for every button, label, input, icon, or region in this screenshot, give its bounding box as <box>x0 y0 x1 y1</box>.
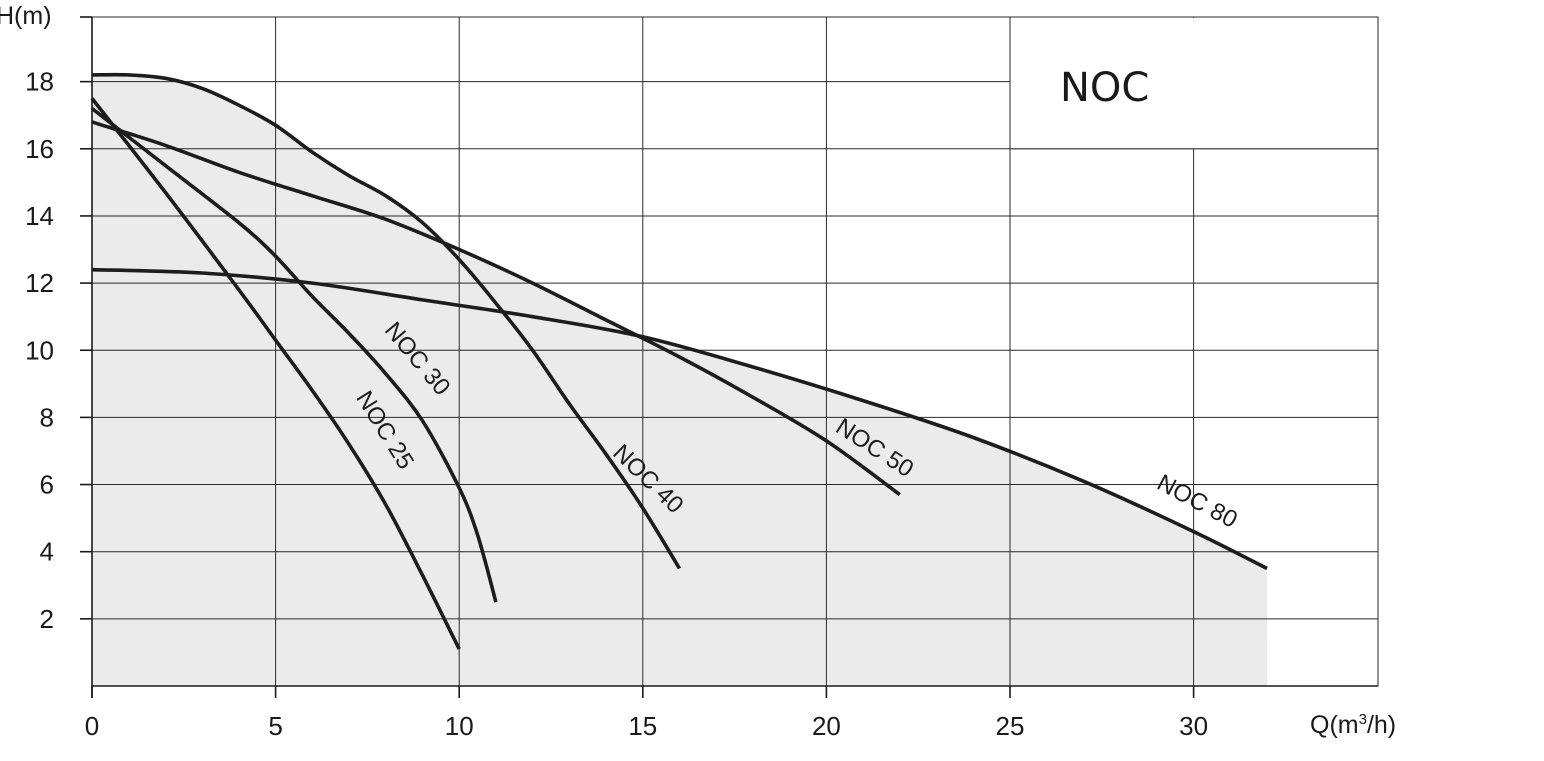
curve-noc-30 <box>90 107 498 603</box>
x-tick-label-30: 30 <box>1179 711 1208 741</box>
y-axis-label: H(m) <box>0 2 52 30</box>
curve-noc-40 <box>91 72 682 570</box>
x-tick-label-5: 5 <box>268 711 282 741</box>
x-tick-label-20: 20 <box>812 711 841 741</box>
y-tick-label-10: 10 <box>25 335 54 365</box>
x-tick-label-10: 10 <box>445 711 474 741</box>
x-axis-label-main: Q(m <box>1310 711 1359 739</box>
operating-envelope-area <box>92 74 1268 686</box>
y-tick-label-6: 6 <box>40 470 54 500</box>
tick-labels: 0 5 10 15 20 25 30 2 4 6 8 10 12 14 16 18 <box>25 67 1208 741</box>
x-axis-label-superscript: 3 <box>1359 711 1367 728</box>
y-tick-label-14: 14 <box>25 201 54 231</box>
series-curves <box>90 72 1268 650</box>
y-tick-label-2: 2 <box>40 604 54 634</box>
axes <box>80 16 1378 698</box>
x-axis-label: Q(m3/h) <box>1310 711 1396 739</box>
y-tick-label-4: 4 <box>40 537 54 567</box>
x-axis-label-tail: /h) <box>1367 711 1396 739</box>
curve-noc-80 <box>91 267 1268 571</box>
y-tick-label-12: 12 <box>25 268 54 298</box>
y-tick-label-8: 8 <box>40 402 54 432</box>
y-tick-label-18: 18 <box>25 67 54 97</box>
curve-noc-50 <box>91 120 901 497</box>
curve-noc-25 <box>90 97 461 650</box>
y-tick-label-16: 16 <box>25 134 54 164</box>
title-box <box>1010 18 1378 149</box>
x-tick-label-0: 0 <box>85 711 99 741</box>
x-tick-label-25: 25 <box>996 711 1025 741</box>
chart-title: NOC <box>1060 65 1149 111</box>
x-tick-label-15: 15 <box>628 711 657 741</box>
